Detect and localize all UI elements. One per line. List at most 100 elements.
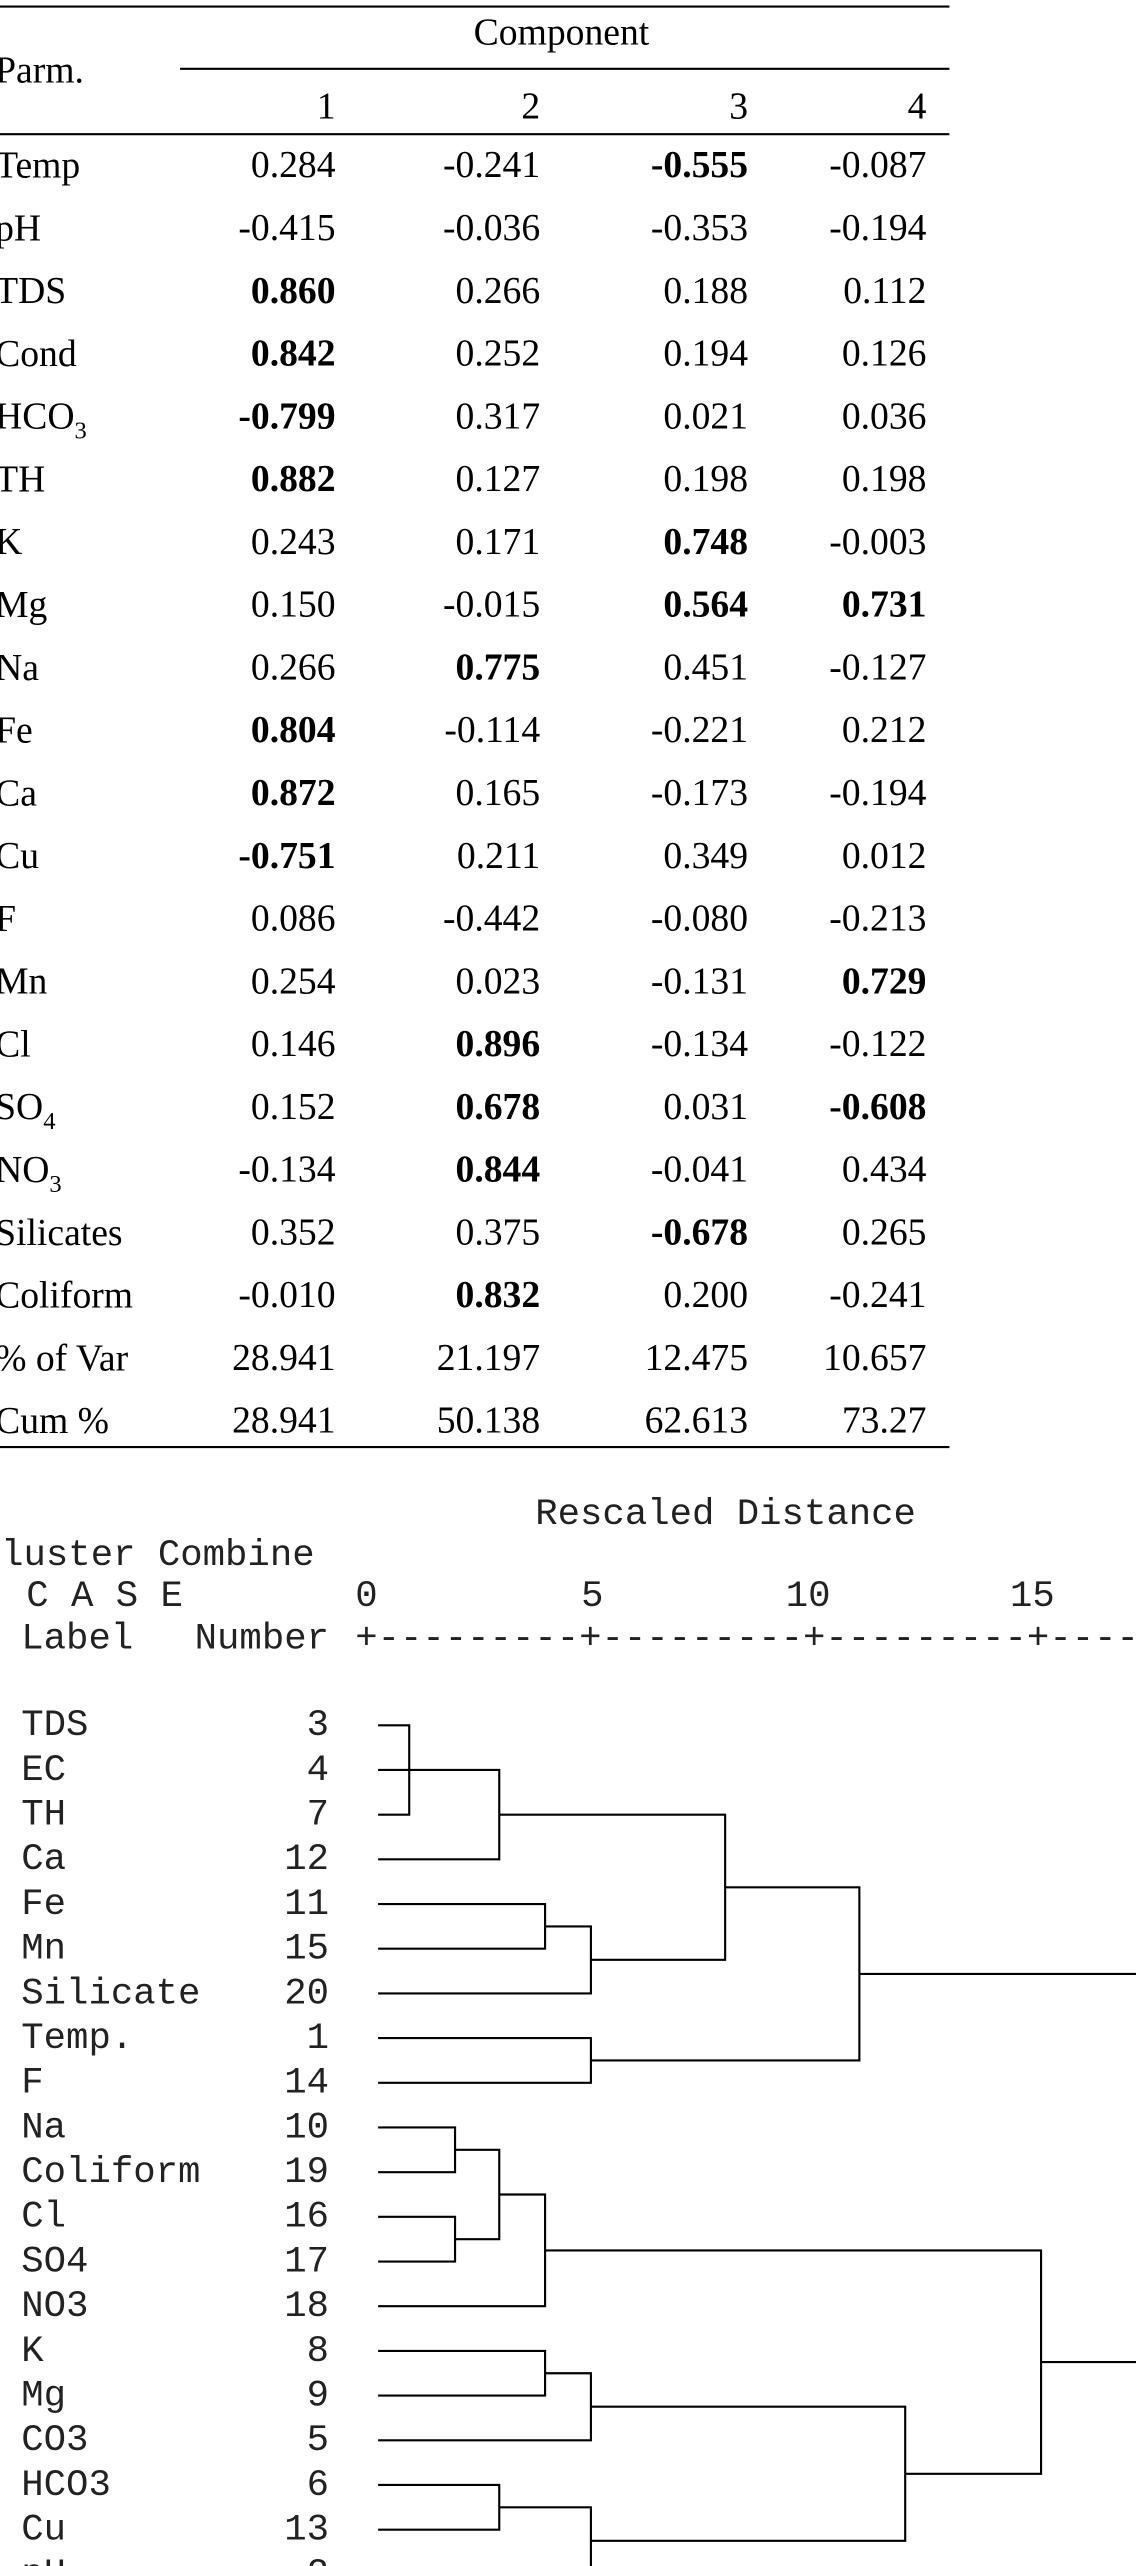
case-label: K — [21, 2331, 44, 2373]
row-label-subscript: 3 — [49, 1171, 61, 1198]
cell-value: 0.198 — [842, 458, 927, 500]
cell-value: -0.015 — [443, 584, 540, 626]
cell-value: 12.475 — [645, 1337, 748, 1379]
row-label: Ca — [0, 772, 37, 814]
loadings-table: Parm. Component 1 2 3 4 Temp 0.284 -0.241 -0.55… — [0, 5, 950, 1449]
case-label: Temp. — [21, 2018, 133, 2060]
row-label: Mn — [0, 960, 48, 1002]
row-label-name: NO — [0, 1149, 49, 1191]
cell-value: -0.799 — [238, 395, 335, 437]
cell-value: 0.564 — [663, 584, 748, 626]
row-label: Cu — [0, 835, 39, 877]
case-label: Mn — [21, 1929, 66, 1971]
cell-value: 0.023 — [456, 960, 541, 1002]
cell-value: 50.138 — [437, 1400, 540, 1442]
number-header: Number — [195, 1618, 329, 1660]
row-label: F — [0, 898, 16, 940]
case-label: TDS — [21, 1705, 88, 1747]
cell-value: 28.941 — [232, 1400, 335, 1442]
case-number: 10 — [284, 2107, 329, 2149]
cell-value: 0.748 — [663, 521, 748, 563]
corner-label: Parm. — [0, 49, 84, 91]
row-label: K — [0, 521, 22, 563]
cell-value: 0.265 — [842, 1211, 927, 1253]
case-number: 13 — [284, 2510, 329, 2552]
cell-value: -0.122 — [829, 1023, 926, 1065]
cell-value: -0.751 — [238, 835, 335, 877]
row-label-name: K — [0, 521, 22, 563]
row-label: Silicates — [0, 1211, 123, 1253]
cell-value: 0.352 — [251, 1211, 336, 1253]
case-label: Ca — [21, 1839, 66, 1881]
column-header: 2 — [521, 85, 540, 127]
cell-value: 28.941 — [232, 1337, 335, 1379]
row-label: % of Var — [0, 1337, 129, 1379]
cell-value: 0.842 — [251, 333, 336, 375]
cell-value: -0.415 — [238, 207, 335, 249]
case-label: C A S E — [26, 1576, 183, 1618]
row-label-name: Cu — [0, 835, 39, 877]
cell-value: 0.211 — [457, 835, 540, 877]
case-label: NO3 — [21, 2286, 88, 2328]
label-header: Label — [21, 1618, 133, 1660]
case-number: 3 — [307, 1705, 329, 1747]
case-label: HCO3 — [21, 2465, 111, 2507]
cell-value: 0.212 — [842, 709, 927, 751]
cell-value: 0.678 — [456, 1086, 541, 1128]
cell-value: -0.003 — [829, 521, 926, 563]
case-number: 7 — [307, 1795, 329, 1837]
row-label: SO4 — [0, 1086, 55, 1136]
cell-value: -0.353 — [651, 207, 748, 249]
cell-value: -0.131 — [651, 960, 748, 1002]
cell-value: 0.188 — [663, 270, 748, 312]
case-label: F — [21, 2063, 43, 2105]
row-label: Na — [0, 646, 39, 688]
column-header: 1 — [317, 85, 336, 127]
cell-value: 0.031 — [663, 1086, 748, 1128]
case-number: 19 — [284, 2152, 329, 2194]
cell-value: 0.860 — [251, 270, 336, 312]
row-label-name: Fe — [0, 709, 33, 751]
row-label-name: pH — [0, 207, 41, 249]
row-label-name: Cum % — [0, 1400, 109, 1442]
row-label-name: Temp — [0, 144, 80, 186]
case-number: 12 — [284, 1839, 329, 1881]
cell-value: 0.451 — [663, 646, 748, 688]
case-number: 14 — [284, 2063, 329, 2105]
cell-value: -0.555 — [651, 144, 748, 186]
cell-value: 0.126 — [842, 333, 927, 375]
case-number: 5 — [307, 2420, 329, 2462]
cell-value: 0.152 — [251, 1086, 336, 1128]
case-label: Cu — [21, 2510, 66, 2552]
cell-value: -0.114 — [444, 709, 540, 751]
case-label: Fe — [21, 1884, 66, 1926]
cell-value: 0.349 — [663, 835, 748, 877]
cell-value: 0.882 — [251, 458, 336, 500]
case-number: 18 — [284, 2286, 329, 2328]
cell-value: -0.194 — [829, 772, 926, 814]
case-number: 17 — [284, 2241, 329, 2283]
column-header: 3 — [729, 85, 748, 127]
row-label-name: Cl — [0, 1023, 31, 1065]
cell-value: 0.146 — [251, 1023, 336, 1065]
cell-value: 0.896 — [456, 1023, 541, 1065]
cell-value: 0.434 — [842, 1149, 927, 1191]
cell-value: 21.197 — [437, 1337, 540, 1379]
cell-value: -0.194 — [829, 207, 926, 249]
case-label: SO4 — [21, 2241, 88, 2283]
cell-value: 0.112 — [843, 270, 926, 312]
cell-value: -0.134 — [238, 1149, 335, 1191]
cell-value: -0.213 — [829, 898, 926, 940]
case-number: 9 — [307, 2375, 329, 2417]
cell-value: -0.241 — [443, 144, 540, 186]
cell-value: 0.254 — [251, 960, 336, 1002]
row-label-name: TDS — [0, 270, 66, 312]
cell-value: 73.27 — [842, 1400, 927, 1442]
cell-value: 0.844 — [456, 1149, 541, 1191]
row-label-name: Cond — [0, 333, 77, 375]
cell-value: 0.036 — [842, 395, 927, 437]
scale-rule: +---------+---------+---------+---- — [355, 1618, 1136, 1660]
cell-value: -0.678 — [651, 1211, 748, 1253]
